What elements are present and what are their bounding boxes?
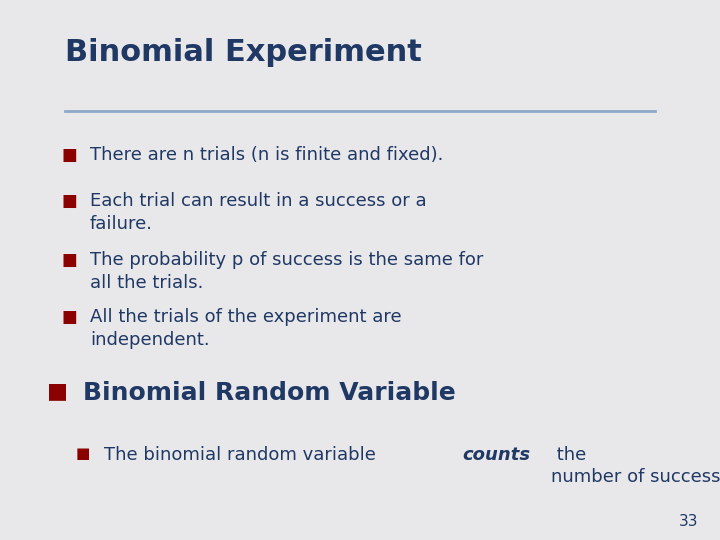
Text: ■: ■ <box>47 381 68 401</box>
Text: ■: ■ <box>61 308 77 326</box>
Text: ■: ■ <box>61 251 77 269</box>
Text: ■: ■ <box>61 192 77 210</box>
Text: There are n trials (n is finite and fixed).: There are n trials (n is finite and fixe… <box>90 146 444 164</box>
Text: counts: counts <box>463 446 531 463</box>
Text: The binomial random variable: The binomial random variable <box>104 446 382 463</box>
Text: the
number of successes in n trials of the: the number of successes in n trials of t… <box>551 446 720 487</box>
Text: Each trial can result in a success or a
failure.: Each trial can result in a success or a … <box>90 192 427 233</box>
Text: ■: ■ <box>76 446 90 461</box>
Text: The probability p of success is the same for
all the trials.: The probability p of success is the same… <box>90 251 483 292</box>
Text: 33: 33 <box>679 514 698 529</box>
Text: Binomial Experiment: Binomial Experiment <box>65 38 422 67</box>
Text: Binomial Random Variable: Binomial Random Variable <box>83 381 456 404</box>
Text: ■: ■ <box>61 146 77 164</box>
Text: All the trials of the experiment are
independent.: All the trials of the experiment are ind… <box>90 308 402 349</box>
